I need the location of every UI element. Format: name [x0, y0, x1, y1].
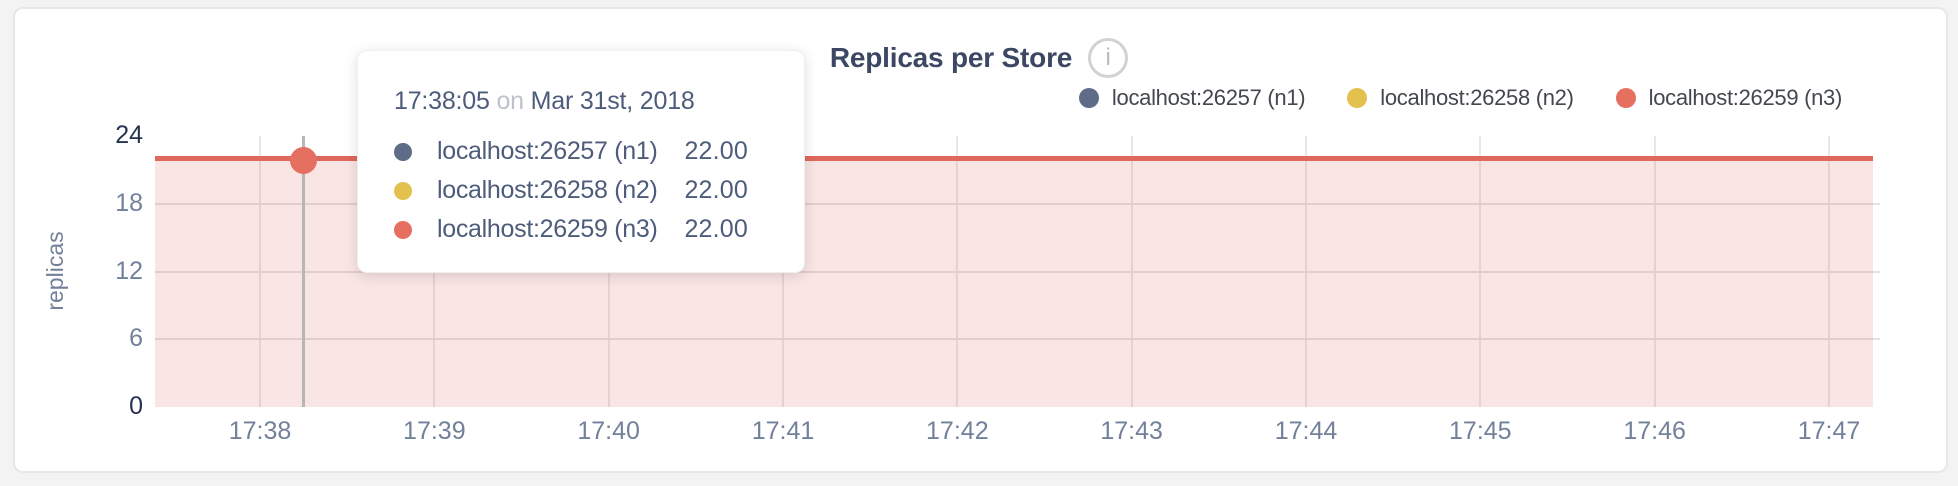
- tooltip-time: 17:38:05: [394, 87, 490, 115]
- tooltip-timestamp: 17:38:05 on Mar 31st, 2018: [394, 87, 748, 116]
- x-tick-label: 17:39: [403, 417, 466, 445]
- tooltip-series-value: 22.00: [684, 176, 748, 204]
- y-tick-label: 18: [115, 188, 143, 217]
- legend: localhost:26257 (n1) localhost:26258 (n2)…: [1078, 84, 1843, 112]
- tooltip-series-dot-icon: [394, 181, 412, 200]
- tooltip-series-value: 22.00: [684, 215, 748, 243]
- x-tick-label: 17:47: [1797, 417, 1861, 445]
- x-tick-label: 17:38: [228, 417, 292, 445]
- tooltip-date: Mar 31st, 2018: [530, 87, 695, 115]
- x-tick-label: 17:42: [926, 417, 989, 445]
- legend-item[interactable]: localhost:26258 (n2): [1347, 85, 1574, 111]
- x-tick-label: 17:43: [1100, 417, 1163, 445]
- horizontal-gridline: [155, 202, 1880, 205]
- tooltip-series-value: 22.00: [684, 137, 748, 165]
- info-icon[interactable]: i: [1088, 38, 1129, 78]
- tooltip-conjunction: on: [496, 87, 524, 115]
- tooltip-series-name: localhost:26259 (n3): [437, 215, 658, 243]
- x-tick-label: 17:45: [1449, 417, 1512, 445]
- crosshair-line: [302, 136, 305, 407]
- chart-tooltip: 17:38:05 on Mar 31st, 2018 localhost:262…: [357, 50, 805, 273]
- tooltip-series-row: localhost:26258 (n2) 22.00: [394, 171, 748, 210]
- legend-dot-icon: [1615, 88, 1636, 108]
- legend-label: localhost:26259 (n3): [1648, 85, 1843, 110]
- y-tick-label: 24: [115, 121, 143, 149]
- y-tick-label: 6: [129, 324, 143, 353]
- chart-title: Replicas per Store: [829, 42, 1073, 73]
- tooltip-series-dot-icon: [394, 220, 412, 239]
- legend-item[interactable]: localhost:26257 (n1): [1078, 85, 1306, 111]
- chart-header: Replicas per Store i: [0, 36, 1958, 80]
- legend-dot-icon: [1078, 88, 1099, 108]
- y-tick-label: 0: [129, 392, 143, 420]
- x-tick-label: 17:40: [577, 417, 640, 445]
- legend-label: localhost:26257 (n1): [1111, 85, 1306, 110]
- tooltip-series-name: localhost:26258 (n2): [437, 176, 658, 204]
- hovered-point-dot: [290, 146, 317, 174]
- horizontal-gridline: [155, 338, 1880, 341]
- x-tick-label: 17:46: [1623, 417, 1686, 445]
- tooltip-series-row: localhost:26259 (n3) 22.00: [394, 210, 748, 249]
- y-tick-label: 12: [115, 256, 143, 285]
- horizontal-gridline: [155, 270, 1880, 273]
- x-tick-label: 17:41: [751, 417, 815, 445]
- tooltip-series-row: localhost:26257 (n1) 22.00: [394, 132, 748, 171]
- legend-dot-icon: [1347, 88, 1368, 108]
- tooltip-series-dot-icon: [394, 142, 412, 161]
- x-tick-label: 17:44: [1274, 417, 1338, 445]
- chart-card: [13, 7, 1948, 473]
- legend-label: localhost:26258 (n2): [1380, 85, 1574, 110]
- tooltip-series-name: localhost:26257 (n1): [437, 137, 658, 165]
- legend-item[interactable]: localhost:26259 (n3): [1615, 85, 1843, 111]
